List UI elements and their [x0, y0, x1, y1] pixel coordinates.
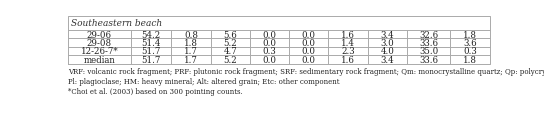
Text: 33.6: 33.6	[419, 55, 438, 64]
Text: 0.0: 0.0	[302, 47, 316, 56]
Text: 5.2: 5.2	[224, 39, 237, 48]
Text: 3.4: 3.4	[380, 30, 394, 39]
Text: Pl: plagioclase; HM: heavy mineral; Alt: altered grain; Etc: other component: Pl: plagioclase; HM: heavy mineral; Alt:…	[68, 77, 339, 85]
Text: 2.3: 2.3	[341, 47, 355, 56]
Text: 3.6: 3.6	[463, 39, 477, 48]
Text: *Choi et al. (2003) based on 300 pointing counts.: *Choi et al. (2003) based on 300 pointin…	[68, 87, 243, 95]
Text: 0.0: 0.0	[263, 39, 276, 48]
Text: 0.0: 0.0	[302, 30, 316, 39]
Text: 51.4: 51.4	[141, 39, 161, 48]
Text: 5.2: 5.2	[224, 55, 237, 64]
Text: median: median	[83, 55, 115, 64]
Text: 0.0: 0.0	[302, 55, 316, 64]
Text: 1.7: 1.7	[184, 47, 198, 56]
Text: 0.0: 0.0	[263, 30, 276, 39]
Text: 0.8: 0.8	[184, 30, 198, 39]
Text: 54.2: 54.2	[141, 30, 160, 39]
Text: 5.6: 5.6	[224, 30, 237, 39]
Text: 1.6: 1.6	[341, 30, 355, 39]
Text: 1.7: 1.7	[184, 55, 198, 64]
Text: 0.3: 0.3	[463, 47, 477, 56]
Text: 4.0: 4.0	[380, 47, 394, 56]
Text: 0.3: 0.3	[263, 47, 276, 56]
Text: 1.8: 1.8	[184, 39, 198, 48]
Text: 33.6: 33.6	[419, 39, 438, 48]
Text: 29-06: 29-06	[87, 30, 112, 39]
Text: 29-08: 29-08	[86, 39, 112, 48]
Text: 51.7: 51.7	[141, 55, 161, 64]
Text: 0.0: 0.0	[302, 39, 316, 48]
Text: 1.4: 1.4	[341, 39, 355, 48]
Text: 3.4: 3.4	[380, 55, 394, 64]
Text: 35.0: 35.0	[419, 47, 438, 56]
Text: 0.0: 0.0	[263, 55, 276, 64]
Text: 4.7: 4.7	[224, 47, 237, 56]
Text: 1.8: 1.8	[463, 30, 477, 39]
Text: VRF: volcanic rock fragment; PRF: plutonic rock fragment; SRF: sedimentary rock : VRF: volcanic rock fragment; PRF: pluton…	[68, 67, 544, 75]
Text: 1.6: 1.6	[341, 55, 355, 64]
Text: 51.7: 51.7	[141, 47, 161, 56]
Text: 1.8: 1.8	[463, 55, 477, 64]
Text: 3.0: 3.0	[380, 39, 394, 48]
Text: 12-26-7*: 12-26-7*	[81, 47, 118, 56]
Text: Southeastern beach: Southeastern beach	[71, 19, 163, 28]
Text: 32.6: 32.6	[419, 30, 438, 39]
